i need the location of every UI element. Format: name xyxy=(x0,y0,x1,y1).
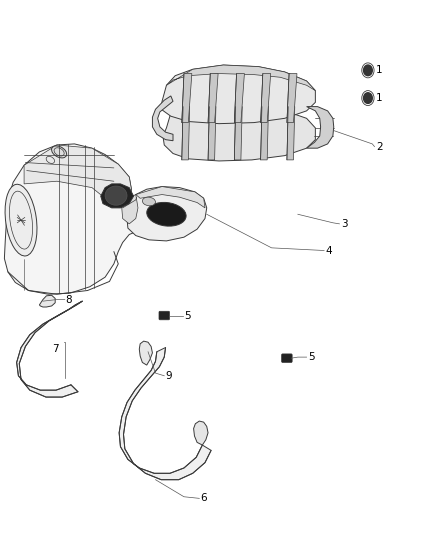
FancyBboxPatch shape xyxy=(282,354,292,362)
Polygon shape xyxy=(127,187,207,241)
Polygon shape xyxy=(166,65,315,91)
Text: 1: 1 xyxy=(376,66,382,75)
Ellipse shape xyxy=(105,186,127,205)
Text: 3: 3 xyxy=(341,219,347,229)
Circle shape xyxy=(364,65,372,76)
Polygon shape xyxy=(307,107,334,148)
Polygon shape xyxy=(208,74,218,123)
Text: 9: 9 xyxy=(166,371,172,381)
Ellipse shape xyxy=(142,197,155,206)
Text: 6: 6 xyxy=(201,494,207,503)
Polygon shape xyxy=(119,348,211,480)
Polygon shape xyxy=(261,74,271,123)
Polygon shape xyxy=(122,195,138,224)
Circle shape xyxy=(364,93,372,103)
Polygon shape xyxy=(24,145,131,208)
Polygon shape xyxy=(139,341,152,365)
Polygon shape xyxy=(194,421,208,445)
Polygon shape xyxy=(182,74,192,123)
FancyBboxPatch shape xyxy=(159,311,170,320)
Text: 5: 5 xyxy=(184,311,191,320)
Text: 4: 4 xyxy=(325,246,332,255)
Polygon shape xyxy=(4,144,151,294)
Polygon shape xyxy=(208,107,216,160)
Polygon shape xyxy=(287,74,297,123)
Polygon shape xyxy=(182,107,190,160)
Polygon shape xyxy=(39,295,55,307)
Polygon shape xyxy=(163,102,315,161)
Polygon shape xyxy=(152,96,173,141)
Polygon shape xyxy=(287,107,295,160)
Text: 2: 2 xyxy=(376,142,382,151)
Ellipse shape xyxy=(147,203,186,226)
Text: 5: 5 xyxy=(308,352,314,362)
Polygon shape xyxy=(234,107,242,160)
Polygon shape xyxy=(261,107,268,160)
Polygon shape xyxy=(17,301,82,397)
Text: 7: 7 xyxy=(53,344,59,354)
Polygon shape xyxy=(234,74,244,123)
Polygon shape xyxy=(101,184,134,208)
Ellipse shape xyxy=(5,184,37,256)
Text: 1: 1 xyxy=(376,93,382,103)
Polygon shape xyxy=(161,65,315,124)
Ellipse shape xyxy=(52,146,67,158)
Text: 8: 8 xyxy=(66,295,72,304)
Polygon shape xyxy=(136,187,205,208)
